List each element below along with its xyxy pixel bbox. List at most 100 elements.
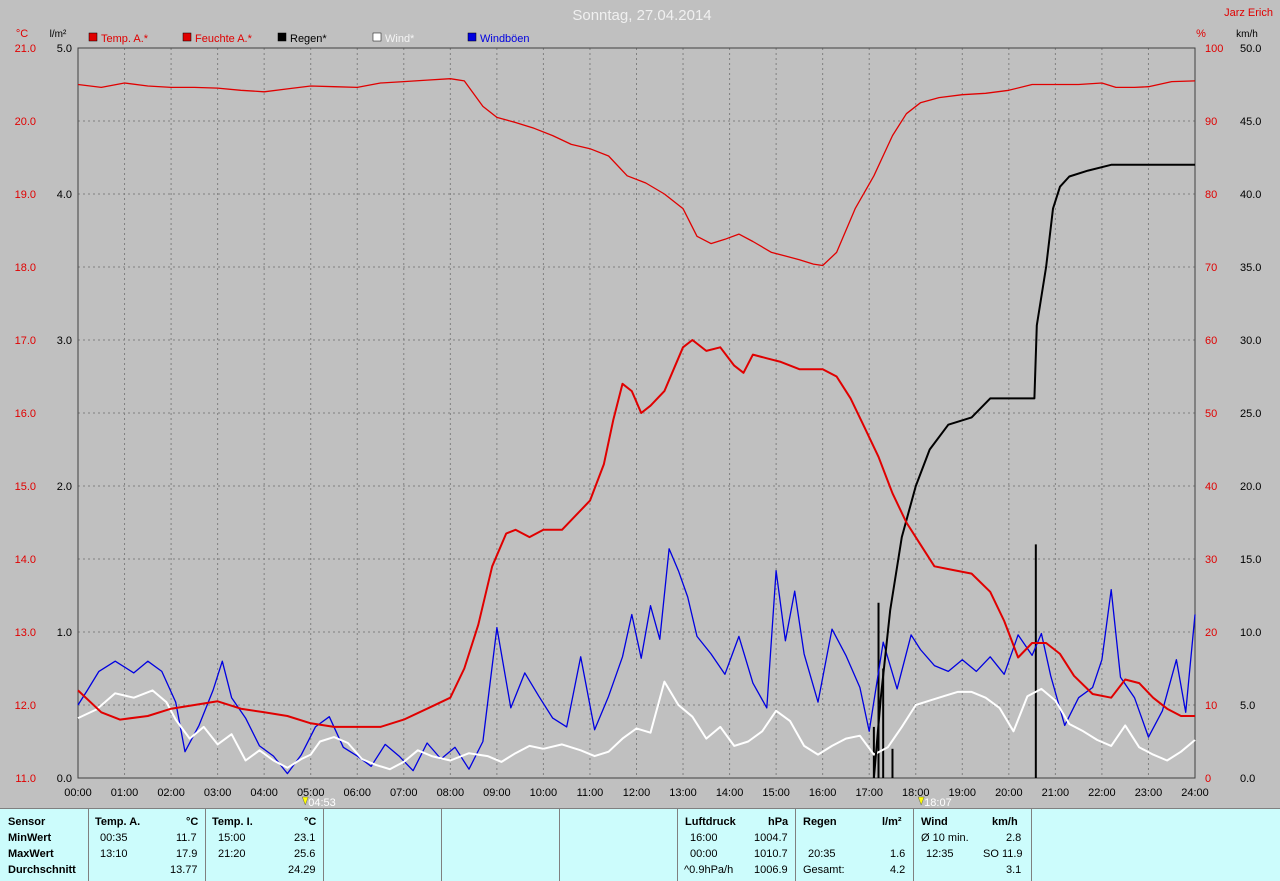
regen-max-time: 20:35 bbox=[808, 848, 836, 860]
humidity-tick-label: 80 bbox=[1205, 189, 1217, 201]
temp-a-max-time: 13:10 bbox=[100, 848, 128, 860]
legend-swatch bbox=[182, 32, 192, 42]
series-0 bbox=[77, 339, 1195, 728]
regen-total: 4.2 bbox=[890, 864, 906, 876]
rain-tick-label: 4.0 bbox=[57, 189, 72, 201]
temp-i-min-val: 23.1 bbox=[294, 832, 316, 844]
wind-tick-label: 20.0 bbox=[1240, 481, 1261, 493]
rain-tick-label: 1.0 bbox=[57, 627, 72, 639]
wind-tick-label: 30.0 bbox=[1240, 335, 1261, 347]
legend-swatch bbox=[277, 32, 287, 42]
humidity-tick-label: 60 bbox=[1205, 335, 1217, 347]
wind-tick-label: 0.0 bbox=[1240, 773, 1255, 785]
unit-right1: % bbox=[1196, 28, 1206, 40]
sunrise-label: 04:53 bbox=[308, 797, 336, 808]
rain-tick-label: 2.0 bbox=[57, 481, 72, 493]
row-max-label: MaxWert bbox=[8, 848, 54, 860]
temp-tick-label: 17.0 bbox=[15, 335, 36, 347]
sensor-header: Sensor bbox=[8, 816, 46, 828]
series-4 bbox=[77, 548, 1196, 775]
wind-unit: km/h bbox=[992, 816, 1018, 828]
x-tick-label: 11:00 bbox=[577, 787, 604, 799]
regen-unit: l/m² bbox=[882, 816, 902, 828]
wind-avg10-label: Ø 10 min. bbox=[921, 832, 969, 844]
temp-i-min-time: 15:00 bbox=[218, 832, 246, 844]
luftdruck-max-time: 00:00 bbox=[690, 848, 718, 860]
x-tick-label: 13:00 bbox=[669, 787, 697, 799]
x-tick-label: 21:00 bbox=[1042, 787, 1070, 799]
x-tick-label: 12:00 bbox=[623, 787, 651, 799]
regen-total-label: Gesamt: bbox=[803, 864, 845, 876]
x-tick-label: 09:00 bbox=[483, 787, 511, 799]
x-tick-label: 01:00 bbox=[111, 787, 139, 799]
x-tick-label: 18:00 bbox=[902, 787, 930, 799]
humidity-tick-label: 10 bbox=[1205, 700, 1217, 712]
wind-tick-label: 15.0 bbox=[1240, 554, 1261, 566]
unit-right2: km/h bbox=[1236, 29, 1258, 40]
luftdruck-max-val: 1010.7 bbox=[754, 848, 788, 860]
x-tick-label: 14:00 bbox=[716, 787, 744, 799]
x-tick-label: 20:00 bbox=[995, 787, 1023, 799]
wind-tick-label: 35.0 bbox=[1240, 262, 1261, 274]
temp-i-max-time: 21:20 bbox=[218, 848, 246, 860]
legend: Temp. A.* Feuchte A.* Regen* Wind* Windböen bbox=[88, 32, 530, 45]
row-min-label: MinWert bbox=[8, 832, 52, 844]
wind-tick-label: 5.0 bbox=[1240, 700, 1255, 712]
luftdruck-min-time: 16:00 bbox=[690, 832, 718, 844]
legend-swatch bbox=[467, 32, 477, 42]
wind-tick-label: 40.0 bbox=[1240, 189, 1261, 201]
legend-label: Regen* bbox=[290, 33, 327, 45]
temp-a-min-val: 11.7 bbox=[176, 832, 197, 844]
wind-avg10-val: 2.8 bbox=[1006, 832, 1022, 844]
series-1 bbox=[77, 78, 1196, 267]
humidity-tick-label: 90 bbox=[1205, 116, 1217, 128]
x-tick-label: 16:00 bbox=[809, 787, 837, 799]
series-3 bbox=[77, 680, 1196, 771]
temp-i-header: Temp. I. bbox=[212, 816, 253, 828]
humidity-tick-label: 30 bbox=[1205, 554, 1217, 566]
humidity-tick-label: 20 bbox=[1205, 627, 1217, 639]
summary-table: Sensor MinWert MaxWert Durchschnitt Temp… bbox=[0, 808, 1280, 881]
luftdruck-avg: 1006.9 bbox=[754, 864, 788, 876]
wind-tick-label: 25.0 bbox=[1240, 408, 1261, 420]
temp-tick-label: 21.0 bbox=[15, 43, 36, 55]
wind-tick-label: 45.0 bbox=[1240, 116, 1261, 128]
x-tick-label: 00:00 bbox=[64, 787, 92, 799]
chart-title: Sonntag, 27.04.2014 bbox=[572, 7, 711, 24]
rain-tick-label: 3.0 bbox=[57, 335, 72, 347]
legend-label: Feuchte A.* bbox=[195, 33, 253, 45]
unit-left1: °C bbox=[16, 28, 28, 40]
temp-i-unit: °C bbox=[304, 816, 317, 828]
row-avg-label: Durchschnitt bbox=[8, 864, 76, 876]
temp-i-avg: 24.29 bbox=[288, 864, 316, 876]
x-tick-label: 24:00 bbox=[1181, 787, 1209, 799]
legend-swatch bbox=[372, 32, 382, 42]
luftdruck-unit: hPa bbox=[768, 816, 789, 828]
regen-header: Regen bbox=[803, 816, 837, 828]
temp-tick-label: 14.0 bbox=[15, 554, 36, 566]
temp-tick-label: 15.0 bbox=[15, 481, 36, 493]
x-tick-label: 05:00 bbox=[297, 787, 325, 799]
temp-a-avg: 13.77 bbox=[170, 864, 198, 876]
temp-tick-label: 16.0 bbox=[15, 408, 36, 420]
temp-tick-label: 19.0 bbox=[15, 189, 36, 201]
x-tick-label: 15:00 bbox=[762, 787, 790, 799]
humidity-tick-label: 100 bbox=[1205, 43, 1223, 55]
series-2 bbox=[872, 163, 1195, 779]
legend-label: Windböen bbox=[480, 33, 530, 45]
wind-tick-label: 10.0 bbox=[1240, 627, 1261, 639]
humidity-tick-label: 40 bbox=[1205, 481, 1217, 493]
wind-tick-label: 50.0 bbox=[1240, 43, 1261, 55]
rain-tick-label: 0.0 bbox=[57, 773, 72, 785]
legend-label: Wind* bbox=[385, 33, 415, 45]
x-tick-label: 10:00 bbox=[530, 787, 558, 799]
x-tick-label: 22:00 bbox=[1088, 787, 1116, 799]
temp-a-unit: °C bbox=[186, 816, 199, 828]
sunset-icon bbox=[917, 796, 925, 806]
weather-chart: Sonntag, 27.04.2014 Jarz Erich °C l/m² %… bbox=[15, 7, 1273, 808]
temp-tick-label: 20.0 bbox=[15, 116, 36, 128]
rain-tick-label: 5.0 bbox=[57, 43, 72, 55]
legend-label: Temp. A.* bbox=[101, 33, 149, 45]
unit-left2: l/m² bbox=[50, 29, 67, 40]
x-tick-label: 17:00 bbox=[855, 787, 883, 799]
